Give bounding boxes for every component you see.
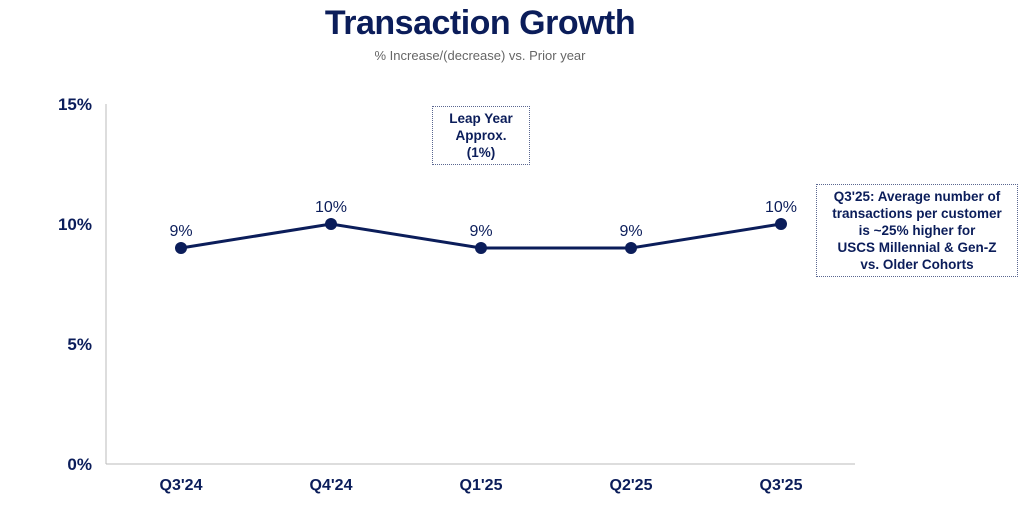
data-label: 9% [619,223,642,240]
data-label: 10% [765,199,797,216]
data-label: 9% [169,223,192,240]
y-tick-label: 5% [67,335,92,354]
annotation-line: is ~25% higher for [858,223,976,238]
data-point [775,218,787,230]
chart-title: Transaction Growth [324,4,636,42]
x-tick-label: Q1'25 [460,477,503,494]
chart-subtitle: % Increase/(decrease) vs. Prior year [374,48,586,63]
y-tick-label: 10% [58,215,92,234]
data-label: 10% [315,199,347,216]
y-tick-label: 0% [67,455,92,474]
data-point [175,242,187,254]
annotation-line: (1%) [466,145,496,160]
leap-year-annotation: Leap Year Approx. (1%) [432,106,530,165]
x-tick-label: Q2'25 [610,477,653,494]
data-point [625,242,637,254]
x-tick-label: Q3'24 [160,477,203,494]
cohort-annotation: Q3'25: Average number of transactions pe… [816,184,1018,277]
y-tick-label: 15% [58,95,92,114]
annotation-line: USCS Millennial & Gen-Z [837,240,997,255]
annotation-line: Leap Year [449,111,513,126]
annotation-line: vs. Older Cohorts [860,257,974,272]
annotation-line: transactions per customer [832,206,1002,221]
data-point [475,242,487,254]
x-tick-label: Q3'25 [760,477,803,494]
data-label: 9% [469,223,492,240]
annotation-line: Q3'25: Average number of [833,189,1001,204]
x-tick-label: Q4'24 [310,477,353,494]
data-point [325,218,337,230]
annotation-line: Approx. [455,128,507,143]
